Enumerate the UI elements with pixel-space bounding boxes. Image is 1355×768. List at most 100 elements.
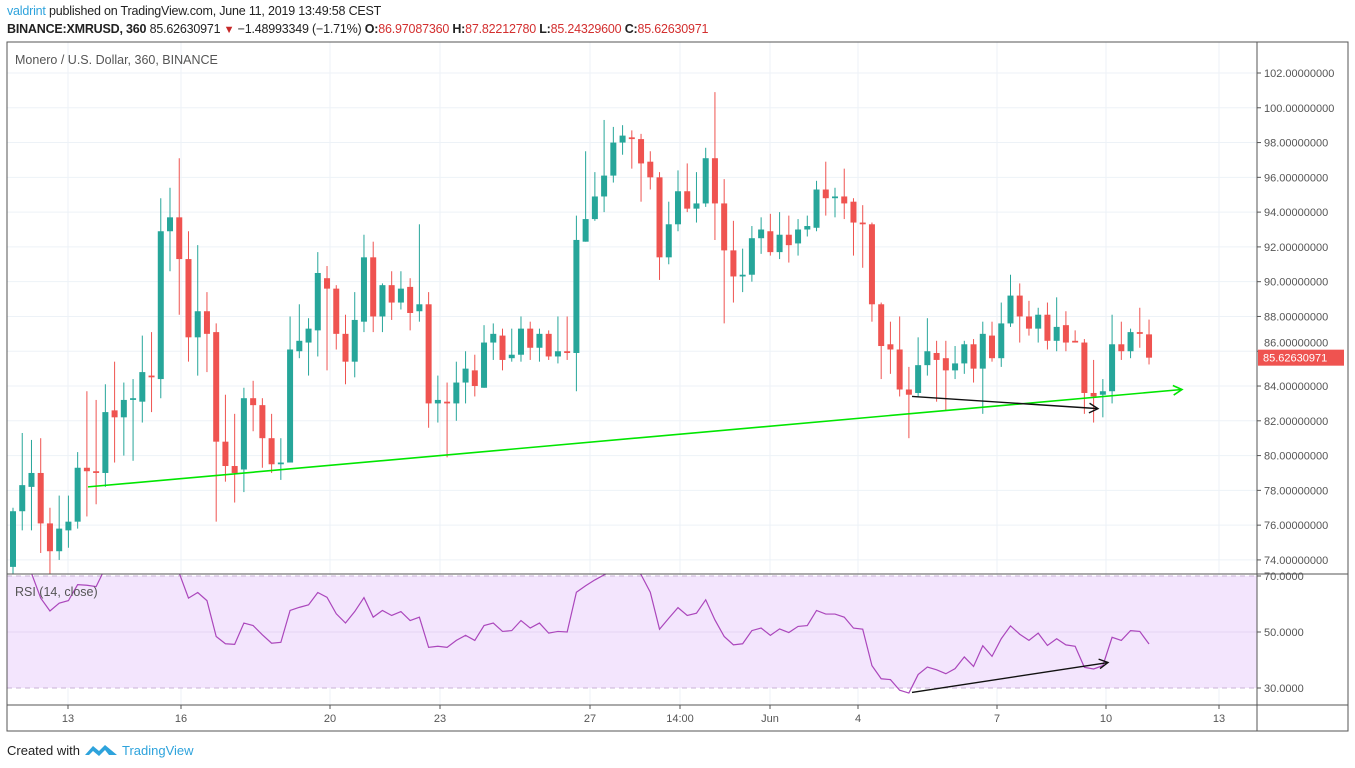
high-value: 87.82212780 bbox=[465, 22, 536, 36]
candle bbox=[167, 187, 174, 272]
rsi-divergence-arrow-arrowhead bbox=[1098, 658, 1110, 670]
candle-body bbox=[56, 528, 63, 552]
candle bbox=[776, 212, 783, 260]
candle-body bbox=[65, 521, 72, 531]
price-tick-label: 98.00000000 bbox=[1264, 138, 1328, 150]
candle bbox=[130, 379, 137, 461]
candle-body bbox=[647, 161, 654, 178]
price-tick-label: 78.00000000 bbox=[1264, 485, 1328, 497]
candle-body bbox=[46, 523, 53, 552]
publish-info: valdrint published on TradingView.com, J… bbox=[7, 4, 381, 18]
candle bbox=[481, 325, 488, 388]
candle-body bbox=[564, 351, 571, 353]
candle bbox=[360, 234, 367, 333]
candle-body bbox=[74, 467, 81, 522]
low-label: L: bbox=[539, 22, 551, 36]
candle-body bbox=[1035, 314, 1042, 329]
candle bbox=[1044, 302, 1051, 350]
candle bbox=[56, 495, 63, 560]
candle-body bbox=[102, 412, 109, 473]
rsi-tick-label: 50.0000 bbox=[1264, 627, 1304, 639]
price-tick-label: 88.00000000 bbox=[1264, 311, 1328, 323]
candle bbox=[979, 321, 986, 414]
high-label: H: bbox=[452, 22, 466, 36]
candle-body bbox=[684, 191, 691, 209]
candle bbox=[499, 328, 506, 371]
candle-body bbox=[776, 234, 783, 253]
candle-body bbox=[878, 304, 885, 347]
candle-body bbox=[517, 328, 524, 355]
candle bbox=[693, 172, 700, 223]
candle-body bbox=[942, 358, 949, 371]
candle-body bbox=[240, 398, 247, 470]
candle bbox=[1062, 311, 1069, 352]
candle bbox=[1099, 379, 1106, 418]
candle-body bbox=[979, 333, 986, 369]
candle-body bbox=[1090, 392, 1097, 397]
candle bbox=[813, 180, 820, 232]
candle-body bbox=[573, 239, 580, 353]
candle bbox=[564, 316, 571, 360]
candle-body bbox=[656, 177, 663, 258]
rsi-series bbox=[31, 574, 1150, 694]
candle bbox=[998, 302, 1005, 367]
rsi-divergence-arrow bbox=[911, 661, 1109, 694]
candle-body bbox=[1044, 314, 1051, 341]
candle-body bbox=[1007, 295, 1014, 324]
candle-body bbox=[1136, 332, 1143, 334]
candle bbox=[804, 215, 811, 237]
candle-body bbox=[868, 224, 875, 305]
candle-body bbox=[952, 363, 959, 371]
candle-body bbox=[37, 472, 44, 524]
time-tick-label: Jun bbox=[761, 713, 779, 725]
candle bbox=[1081, 339, 1088, 414]
candle bbox=[490, 323, 497, 360]
candle-body bbox=[970, 344, 977, 369]
candle-body bbox=[905, 389, 912, 395]
candle-body bbox=[360, 257, 367, 322]
candle-body bbox=[785, 234, 792, 246]
candle-body bbox=[213, 332, 220, 442]
candle bbox=[324, 266, 331, 371]
candle bbox=[240, 387, 247, 493]
candle-body bbox=[721, 203, 728, 251]
candle-body bbox=[397, 288, 404, 303]
candle-body bbox=[628, 137, 635, 140]
candle-body bbox=[231, 466, 238, 473]
price-change: −1.48993349 (−1.71%) bbox=[237, 22, 362, 36]
candle bbox=[527, 321, 534, 360]
candle bbox=[342, 314, 349, 385]
candle bbox=[28, 439, 35, 531]
candle bbox=[591, 172, 598, 221]
price-tick-label: 90.00000000 bbox=[1264, 277, 1328, 289]
author-link[interactable]: valdrint bbox=[7, 4, 46, 18]
rsi-band bbox=[7, 575, 1257, 689]
candle-body bbox=[351, 319, 358, 362]
current-price-label: 85.62630971 bbox=[1263, 353, 1327, 365]
candle bbox=[176, 158, 183, 315]
down-triangle-icon: ▼ bbox=[223, 24, 235, 36]
candle-body bbox=[130, 398, 137, 400]
candle bbox=[628, 130, 635, 169]
rsi-tick-label: 70.0000 bbox=[1264, 571, 1304, 583]
candle bbox=[573, 215, 580, 392]
candle-body bbox=[1072, 340, 1079, 343]
candle-body bbox=[471, 370, 478, 387]
candle-body bbox=[388, 285, 395, 303]
candle-body bbox=[425, 304, 432, 404]
tradingview-brand-link[interactable]: TradingView bbox=[121, 742, 194, 758]
candle-body bbox=[1062, 325, 1069, 343]
candle-body bbox=[1109, 344, 1116, 392]
candle-body bbox=[989, 335, 996, 359]
candle-body bbox=[157, 231, 164, 380]
candle bbox=[887, 321, 894, 374]
candle-body bbox=[1127, 332, 1134, 352]
price-tick-label: 92.00000000 bbox=[1264, 242, 1328, 254]
price-tick-label: 86.00000000 bbox=[1264, 338, 1328, 350]
candle bbox=[1035, 307, 1042, 343]
candle-body bbox=[822, 189, 829, 199]
time-tick-label: 14:00 bbox=[666, 713, 694, 725]
candle-body bbox=[767, 231, 774, 253]
candle bbox=[1053, 297, 1060, 352]
